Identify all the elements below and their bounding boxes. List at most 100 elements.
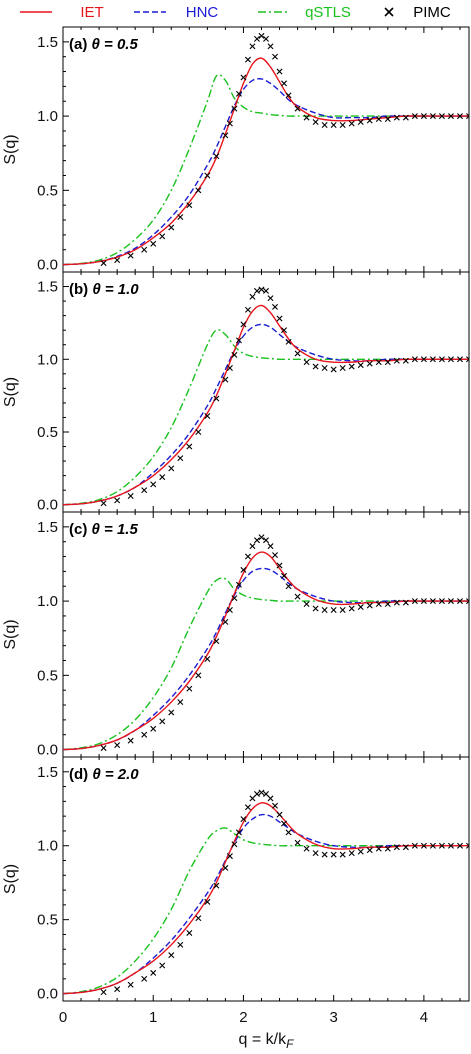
pimc-point	[411, 598, 418, 605]
pimc-point	[339, 365, 346, 371]
pimc-point	[150, 481, 157, 488]
panel-label: (b) θ = 1.0	[69, 281, 139, 298]
pimc-point	[222, 132, 229, 139]
pimc-point	[226, 607, 233, 613]
pimc-point	[253, 537, 260, 544]
series-line-iet	[63, 57, 469, 266]
y-axis-title: S(q)	[2, 864, 19, 894]
pimc-point	[384, 116, 391, 123]
y-tick-label: 0.0	[37, 497, 58, 514]
pimc-point	[100, 500, 107, 507]
pimc-point	[466, 598, 469, 605]
pimc-point	[226, 365, 233, 371]
pimc-point	[402, 844, 409, 851]
pimc-point	[366, 602, 373, 609]
pimc-point	[321, 365, 328, 371]
pimc-point	[100, 989, 107, 996]
pimc-point	[456, 113, 463, 120]
pimc-point	[357, 848, 364, 855]
pimc-point	[393, 599, 400, 606]
pimc-point	[294, 593, 301, 600]
pimc-point	[384, 601, 391, 608]
pimc-point	[456, 842, 463, 849]
legend-label-pimc: PIMC	[413, 4, 451, 21]
pimc-point	[168, 709, 175, 716]
pimc-point	[114, 986, 121, 993]
plot-area	[63, 286, 469, 507]
pimc-point	[222, 864, 229, 871]
pimc-point	[258, 286, 265, 293]
pimc-point	[366, 117, 373, 124]
pimc-point	[159, 718, 166, 725]
pimc-point	[272, 802, 279, 809]
pimc-point	[276, 68, 283, 75]
pimc-point	[186, 202, 193, 209]
pimc-point	[253, 287, 260, 294]
y-tick-label: 0.5	[37, 912, 58, 929]
pimc-point	[177, 214, 184, 221]
pimc-point	[272, 53, 279, 60]
pimc-point	[141, 246, 148, 253]
pimc-point	[276, 562, 283, 569]
pimc-point	[204, 172, 211, 179]
pimc-point	[114, 257, 121, 264]
panel-letter: (b)	[69, 281, 92, 298]
pimc-point	[127, 737, 134, 744]
pimc-point	[357, 604, 364, 611]
pimc-point	[168, 224, 175, 231]
y-axis-title: S(q)	[2, 377, 19, 407]
pimc-point	[267, 543, 274, 550]
x-axis-title-prefix: q = k/k	[239, 1031, 288, 1048]
y-tick-label: 1.0	[37, 838, 58, 855]
pimc-point	[150, 240, 157, 247]
pimc-point	[303, 601, 310, 608]
pimc-point	[402, 357, 409, 364]
y-tick-label: 0.0	[37, 986, 58, 1003]
y-tick-label: 1.5	[37, 34, 58, 51]
pimc-point	[253, 790, 260, 797]
pimc-point	[330, 851, 337, 858]
y-tick-label: 1.0	[37, 351, 58, 368]
panel-theta: θ = 1.0	[92, 281, 139, 298]
x-tick-label: 3	[329, 1009, 337, 1026]
pimc-point	[429, 842, 436, 849]
pimc-point	[244, 553, 251, 560]
pimc-point	[393, 357, 400, 364]
pimc-point	[222, 376, 229, 383]
pimc-point	[177, 699, 184, 706]
pimc-point	[100, 745, 107, 752]
pimc-point	[402, 114, 409, 121]
pimc-point	[186, 929, 193, 936]
pimc-point	[438, 842, 445, 849]
pimc-point	[159, 474, 166, 481]
y-tick-label: 1.5	[37, 519, 58, 536]
legend: IET HNC qSTLS PIMC	[20, 4, 451, 21]
pimc-point	[447, 598, 454, 605]
pimc-point	[339, 122, 346, 128]
pimc-point	[411, 113, 418, 120]
pimc-point	[393, 114, 400, 121]
x-tick-label: 2	[239, 1009, 247, 1026]
series-line-iet	[63, 304, 469, 506]
pimc-point	[285, 829, 292, 836]
pimc-point	[429, 356, 436, 363]
pimc-point	[384, 359, 391, 366]
pimc-point	[231, 105, 238, 112]
panel-a: 0.0 0.5 1.0 1.5 S(q) (a) θ = 0.5	[2, 26, 470, 274]
pimc-point	[249, 43, 256, 50]
panel-label: (d) θ = 2.0	[69, 766, 139, 783]
pimc-point	[159, 962, 166, 969]
y-tick-label: 1.0	[37, 593, 58, 610]
panel-theta: θ = 0.5	[92, 36, 139, 53]
pimc-point	[141, 731, 148, 738]
pimc-point	[244, 306, 251, 313]
panel-letter: (c)	[69, 521, 92, 538]
pimc-point	[127, 493, 134, 499]
pimc-point	[466, 356, 469, 363]
pimc-point	[235, 829, 242, 836]
pimc-point	[447, 113, 454, 120]
series-line-qstls	[63, 827, 469, 995]
pimc-point	[294, 105, 301, 112]
pimc-point	[330, 366, 337, 373]
